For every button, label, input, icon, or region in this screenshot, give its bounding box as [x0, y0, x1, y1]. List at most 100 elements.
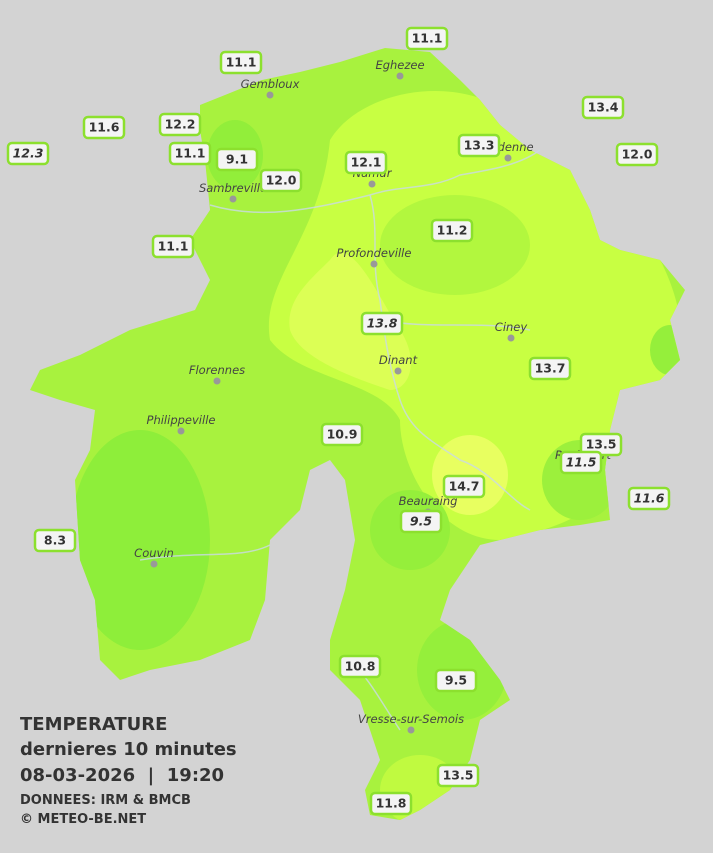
town-label: Vresse-sur-Semois	[358, 712, 464, 726]
town-label: Florennes	[189, 363, 245, 377]
station-value: 11.6	[89, 120, 120, 135]
station: 11.1	[168, 141, 212, 166]
station: 12.3	[6, 141, 50, 166]
station-value: 8.3	[44, 533, 66, 548]
station-value: 11.1	[158, 239, 189, 254]
town-label: Profondeville	[337, 246, 412, 260]
station: 10.8	[338, 654, 382, 679]
station: 13.4	[581, 95, 625, 120]
town-dot	[394, 367, 402, 375]
station: 13.5	[436, 763, 480, 788]
station-value: 9.1	[226, 152, 248, 167]
town-label: Couvin	[134, 546, 174, 560]
station-value: 13.4	[588, 100, 619, 115]
station: 12.2	[158, 112, 202, 137]
stations: 11.1 11.1 13.4 11.6 12.2 12.3 11.1 9.1 12.1 13.3 1…	[6, 26, 671, 816]
station-box	[158, 112, 202, 137]
station-value: 9.5	[445, 673, 467, 688]
station-value: 11.5	[566, 455, 597, 470]
station-box	[320, 422, 364, 447]
town-label: Eghezee	[375, 58, 424, 72]
station-value: 14.7	[449, 479, 480, 494]
station-value: 12.2	[165, 117, 196, 132]
station-value: 12.3	[13, 146, 44, 161]
station-box	[369, 791, 413, 816]
station-value: 12.0	[622, 147, 653, 162]
town-label: Beauraing	[399, 494, 458, 508]
station-box	[168, 141, 212, 166]
station-value: 12.1	[351, 155, 382, 170]
station-value: 13.3	[464, 138, 495, 153]
town-dot	[177, 427, 185, 435]
station-value: 9.5	[410, 514, 432, 529]
station: 9.1	[215, 147, 259, 172]
station-box	[405, 26, 449, 51]
town-dot	[370, 260, 378, 268]
town-dot	[150, 560, 158, 568]
station-box	[259, 168, 303, 193]
station: 14.7	[442, 474, 486, 499]
station: 13.5	[579, 432, 623, 457]
station-box	[338, 654, 382, 679]
town-label: Sambreville	[199, 181, 267, 195]
station: 11.5	[559, 450, 603, 475]
town-dot	[266, 91, 274, 99]
station-value: 11.1	[175, 146, 206, 161]
station-box	[360, 311, 404, 336]
station: 12.0	[259, 168, 303, 193]
station: 13.8	[360, 311, 404, 336]
station-box	[615, 142, 659, 167]
station-value: 12.0	[266, 173, 297, 188]
town-label: Gembloux	[241, 77, 300, 91]
station: 11.1	[219, 50, 263, 75]
station: 11.8	[369, 791, 413, 816]
station-box	[627, 486, 671, 511]
town-dot	[507, 334, 515, 342]
station-box	[559, 450, 603, 475]
station-box	[399, 509, 443, 534]
legend-copyright: © METEO-BE.NET	[20, 812, 146, 827]
station-value: 10.8	[345, 659, 376, 674]
station-box	[82, 115, 126, 140]
station: 11.1	[405, 26, 449, 51]
station: 12.0	[615, 142, 659, 167]
station: 10.9	[320, 422, 364, 447]
station-value: 13.5	[443, 768, 474, 783]
legend-datetime: 08-03-2026 | 19:20	[20, 765, 224, 786]
station-value: 11.1	[226, 55, 257, 70]
town-dot	[229, 195, 237, 203]
station-box	[6, 141, 50, 166]
station-value: 11.6	[634, 491, 665, 506]
station-value: 13.8	[367, 316, 398, 331]
station-value: 13.7	[535, 361, 566, 376]
legend-title: TEMPERATURE	[20, 714, 167, 735]
station-box	[219, 50, 263, 75]
station: 11.6	[82, 115, 126, 140]
station-box	[215, 147, 259, 172]
station-box	[344, 150, 388, 175]
town-label: Dinant	[379, 353, 418, 367]
town-label: Philippeville	[147, 413, 216, 427]
towns: EghezeeGemblouxAndenneNamurSambrevillePr…	[134, 58, 612, 734]
station: 11.1	[151, 234, 195, 259]
station-value: 13.5	[586, 437, 617, 452]
station: 12.1	[344, 150, 388, 175]
station-box	[151, 234, 195, 259]
legend-subtitle: dernieres 10 minutes	[20, 739, 237, 760]
town-dot	[368, 180, 376, 188]
town-dot	[407, 726, 415, 734]
station: 11.6	[627, 486, 671, 511]
rivers	[139, 149, 541, 731]
station-box	[442, 474, 486, 499]
station-box	[528, 356, 572, 381]
station-value: 11.1	[412, 31, 443, 46]
station: 11.2	[430, 218, 474, 243]
station: 9.5	[399, 509, 443, 534]
station-box	[33, 528, 77, 553]
station-box	[434, 668, 478, 693]
station-value: 11.2	[437, 223, 468, 238]
station: 9.5	[434, 668, 478, 693]
town-dot	[396, 72, 404, 80]
station-box	[436, 763, 480, 788]
station: 13.3	[457, 133, 501, 158]
